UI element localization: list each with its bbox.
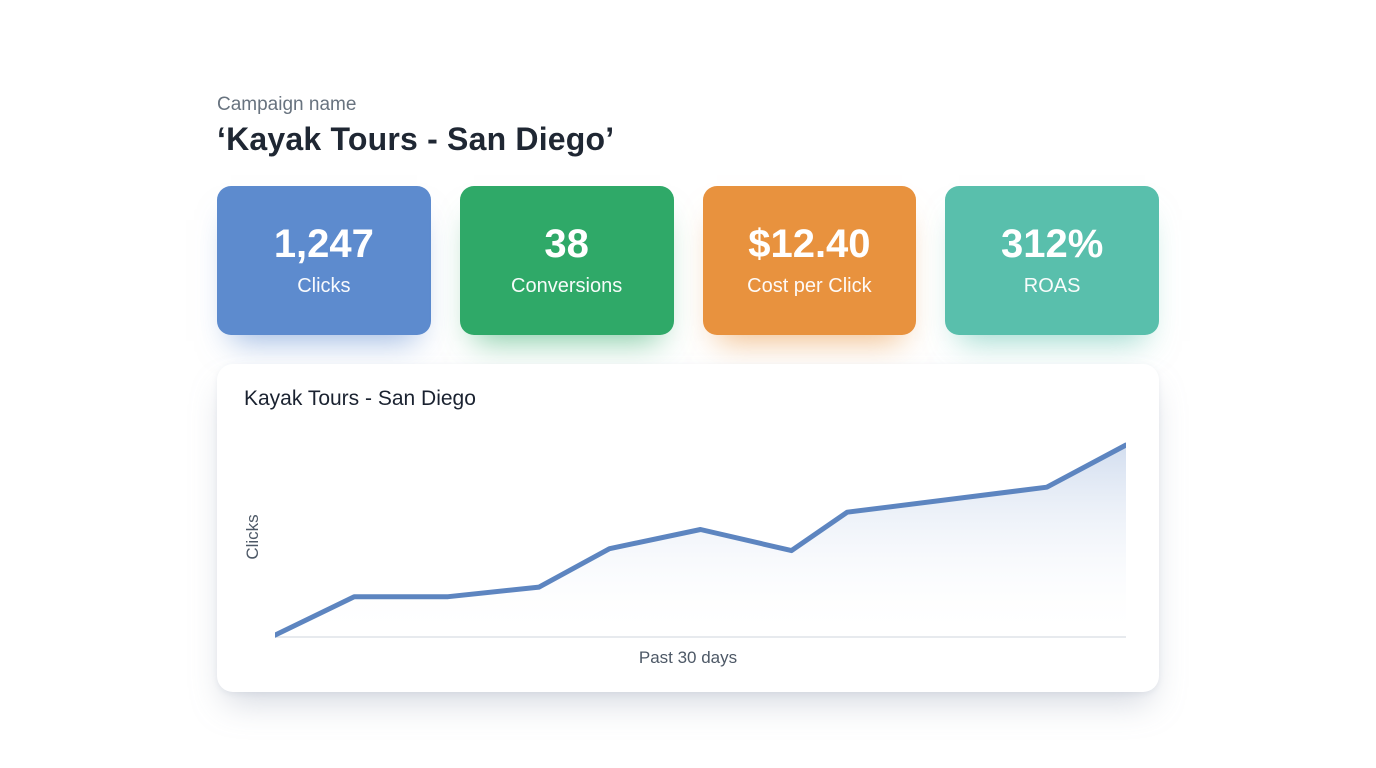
campaign-title: ‘Kayak Tours - San Diego’ <box>217 121 615 157</box>
clicks-label: Clicks <box>297 274 351 297</box>
chart-title: Kayak Tours - San Diego <box>244 387 476 410</box>
clicks-value: 1,247 <box>273 221 374 266</box>
conversions-value: 38 <box>544 221 589 266</box>
campaign-name-label: Campaign name <box>217 94 357 115</box>
roas-value: 312% <box>1000 221 1104 266</box>
clicks-area <box>275 445 1126 637</box>
y-axis-label: Clicks <box>243 514 262 560</box>
clicks-trend-chart <box>275 442 1126 638</box>
stat-card-roas: 312% ROAS <box>945 186 1159 335</box>
cost-per-click-value: $12.40 <box>748 221 871 266</box>
roas-label: ROAS <box>1023 274 1081 297</box>
stat-card-conversions: 38 Conversions <box>459 186 674 335</box>
campaign-header: Campaign name ‘Kayak Tours - San Diego’ <box>217 94 614 158</box>
clicks-chart-card: Kayak Tours - San Diego Clicks Past 30 d… <box>217 364 1159 692</box>
cost-per-click-label: Cost per Click <box>747 274 872 297</box>
clicks-line <box>275 442 1126 638</box>
x-axis-label: Past 30 days <box>638 648 738 667</box>
stat-card-clicks: 1,247 Clicks <box>217 186 431 335</box>
stat-cards-row: 1,247 Clicks 38 Conversions $12.40 Cost … <box>217 186 1159 335</box>
conversions-label: Conversions <box>511 274 623 297</box>
stat-card-cost-per-click: $12.40 Cost per Click <box>702 186 917 335</box>
